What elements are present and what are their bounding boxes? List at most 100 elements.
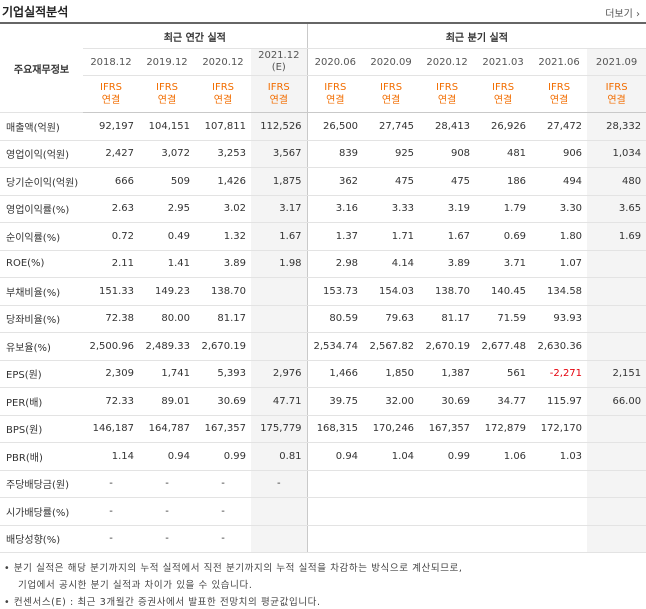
table-body: 매출액(억원) 92,197 104,151 107,811 112,526 26,500… [0,112,646,553]
table-row: ROE(%) 2.11 1.41 3.89 1.98 2.98 4.14 3.89 3.71 1.… [0,250,646,278]
table-cell: 1.32 [195,222,251,251]
table-cell: 1.37 [306,222,364,251]
table-cell: 153.73 [306,277,364,306]
table-cell: 2.63 [83,194,139,223]
table-cell: 32.00 [363,387,420,416]
chevron-right-icon: › [636,9,640,20]
row-label: BPS(원) [0,415,83,443]
table-row: 순이익률(%) 0.72 0.49 1.32 1.67 1.37 1.71 1.67 0.69 1… [0,222,646,251]
table-cell: 71.59 [475,305,532,333]
table-cell: 475 [363,167,420,196]
estimate-mark: (E) [271,62,286,73]
table-cell: 154.03 [363,277,420,306]
table-cell: 3.65 [587,194,646,223]
table-cell: 146,187 [83,415,139,443]
table-cell: 1,875 [251,167,308,196]
table-cell [531,469,588,498]
table-cell [587,250,646,278]
table-cell: 80.59 [306,305,364,333]
table-cell: - [139,469,195,498]
table-cell: 0.81 [251,442,308,471]
table-cell: 134.58 [531,277,588,306]
table-cell: 3.02 [195,194,251,223]
table-cell: - [83,497,139,526]
table-cell: 0.99 [195,442,251,471]
table-row: 영업이익률(%) 2.63 2.95 3.02 3.17 3.16 3.33 3.19 1.79… [0,194,646,223]
table-row: 당좌비율(%) 72.38 80.00 81.17 80.59 79.63 81.17 71.… [0,305,646,333]
table-cell: 30.69 [195,387,251,416]
table-cell: 140.45 [475,277,532,306]
table-cell: 1.14 [83,442,139,471]
basis-scope: 연결 [549,95,569,106]
table-cell: 104,151 [139,112,195,141]
table-cell: 26,926 [475,112,532,141]
table-cell: 1.04 [363,442,420,471]
table-cell: 3.30 [531,194,588,223]
basis-header: IFRS 연결 [251,75,308,113]
table-cell: 2,670.19 [419,332,476,361]
table-cell: 1,034 [587,140,646,168]
period-header: 2020.12 [419,48,476,76]
table-row: 시가배당률(%) - - - [0,497,646,526]
table-cell: 66.00 [587,387,646,416]
table-cell: 27,472 [531,112,588,141]
basis-header: IFRS 연결 [139,75,195,113]
table-cell: 167,357 [195,415,251,443]
table-cell: 1.80 [531,222,588,251]
basis-scope: 연결 [269,95,288,106]
table-cell: 79.63 [363,305,420,333]
row-label: 주당배당금(원) [0,469,83,498]
table-cell: 2,630.36 [531,332,588,361]
table-cell: 26,500 [306,112,364,141]
table-cell: 28,413 [419,112,476,141]
table-cell: 115.97 [531,387,588,416]
table-cell: 0.49 [139,222,195,251]
basis-header: IFRS 연결 [83,75,139,113]
table-cell: 1.41 [139,250,195,278]
period-header: 2021.03 [475,48,532,76]
table-cell: 0.94 [139,442,195,471]
table-cell [419,469,476,498]
period-header: 2021.06 [531,48,588,76]
table-row: 부채비율(%) 151.33 149.23 138.70 153.73 154.03 138… [0,277,646,306]
table-row: 영업이익(억원) 2,427 3,072 3,253 3,567 839 925 908 481… [0,140,646,168]
table-row: PBR(배) 1.14 0.94 0.99 0.81 0.94 1.04 0.99 1.06 1.… [0,442,646,471]
table-cell: 28,332 [587,112,646,141]
basis-header: IFRS 연결 [363,75,420,113]
more-link[interactable]: 더보기 › [605,5,640,20]
period-header: 2020.12 [195,48,251,76]
footnote-3: • 컨센서스(E) : 최근 3개월간 증권사에서 발표한 전망치의 평균값입니… [4,597,321,608]
table-cell: 1.69 [587,222,646,251]
table-cell: 81.17 [195,305,251,333]
basis-header: IFRS 연결 [195,75,251,113]
table-cell: 175,779 [251,415,308,443]
table-cell: 561 [475,359,532,388]
row-header-title: 주요재무정보 [0,22,83,113]
table-cell: 3.89 [419,250,476,278]
table-cell: 92,197 [83,112,139,141]
table-cell [587,497,646,526]
table-row: 매출액(억원) 92,197 104,151 107,811 112,526 26,500… [0,112,646,141]
period-header: 2018.12 [83,48,139,76]
table-cell: 164,787 [139,415,195,443]
basis-standard: IFRS [436,82,459,93]
table-cell [306,469,364,498]
table-cell: 1.98 [251,250,308,278]
table-cell: 186 [475,167,532,196]
period-header: 2020.09 [363,48,420,76]
table-cell: 1.79 [475,194,532,223]
table-cell: 2,677.48 [475,332,532,361]
table-cell: 1.67 [419,222,476,251]
table-cell: 81.17 [419,305,476,333]
table-cell: 138.70 [419,277,476,306]
table-cell [587,525,646,553]
table-cell: - [251,469,308,498]
table-cell: 1,426 [195,167,251,196]
basis-header: IFRS 연결 [587,75,646,113]
table-cell: 170,246 [363,415,420,443]
period-header: 2019.12 [139,48,195,76]
table-cell: 1.71 [363,222,420,251]
table-cell: 494 [531,167,588,196]
table-cell [251,497,308,526]
table-cell [587,442,646,471]
